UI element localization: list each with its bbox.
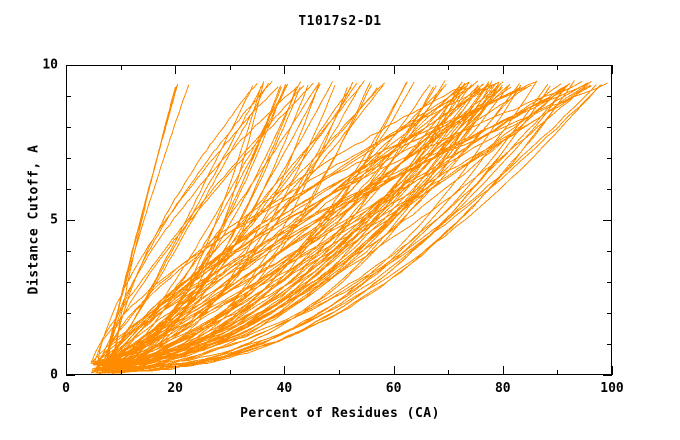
x-tick-label: 40 — [276, 381, 293, 396]
data-curve — [102, 81, 470, 364]
data-curve — [99, 83, 320, 364]
x-tick-label: 100 — [600, 381, 624, 396]
chart-title: T1017s2-D1 — [298, 14, 382, 29]
data-curve — [104, 83, 179, 373]
data-curve — [96, 82, 467, 368]
data-curve — [111, 84, 597, 372]
y-tick-label: 10 — [42, 57, 58, 73]
data-curve — [104, 84, 573, 370]
y-tick-label: 5 — [50, 212, 58, 228]
data-curve — [107, 87, 378, 365]
axes-frame — [66, 65, 613, 376]
data-curve — [99, 83, 603, 372]
data-curve — [105, 87, 580, 372]
data-curve — [99, 81, 320, 371]
data-curves — [90, 80, 608, 375]
x-tick-label: 60 — [385, 381, 402, 396]
data-curve — [103, 80, 493, 373]
y-axis-label: Distance Cutoff, A — [26, 144, 42, 295]
data-curve — [98, 81, 504, 365]
data-curve — [103, 85, 479, 373]
x-tick-label: 80 — [494, 381, 511, 396]
data-curve — [101, 82, 265, 372]
x-tick-label: 20 — [167, 381, 184, 396]
data-curve — [95, 86, 279, 372]
data-curve — [100, 83, 562, 369]
data-curve — [96, 82, 314, 374]
data-curve — [100, 84, 601, 368]
data-curve — [100, 85, 474, 370]
data-curve — [95, 85, 480, 370]
data-curve — [101, 82, 270, 369]
data-curve — [112, 85, 468, 374]
x-axis-label: Percent of Residues (CA) — [240, 406, 440, 421]
x-tick-label: 0 — [62, 381, 70, 396]
data-curve — [92, 80, 365, 364]
data-curve — [114, 81, 470, 370]
data-curve — [110, 83, 287, 368]
y-tick-label: 0 — [50, 367, 58, 383]
data-curve — [91, 88, 502, 372]
data-curve — [105, 85, 299, 364]
data-curve — [105, 80, 446, 372]
data-curve — [90, 85, 305, 363]
data-curve — [100, 83, 495, 372]
data-curve — [98, 84, 569, 364]
data-curve — [111, 86, 176, 371]
data-curve — [90, 82, 386, 374]
data-curve — [97, 82, 407, 365]
data-curve — [93, 86, 493, 363]
